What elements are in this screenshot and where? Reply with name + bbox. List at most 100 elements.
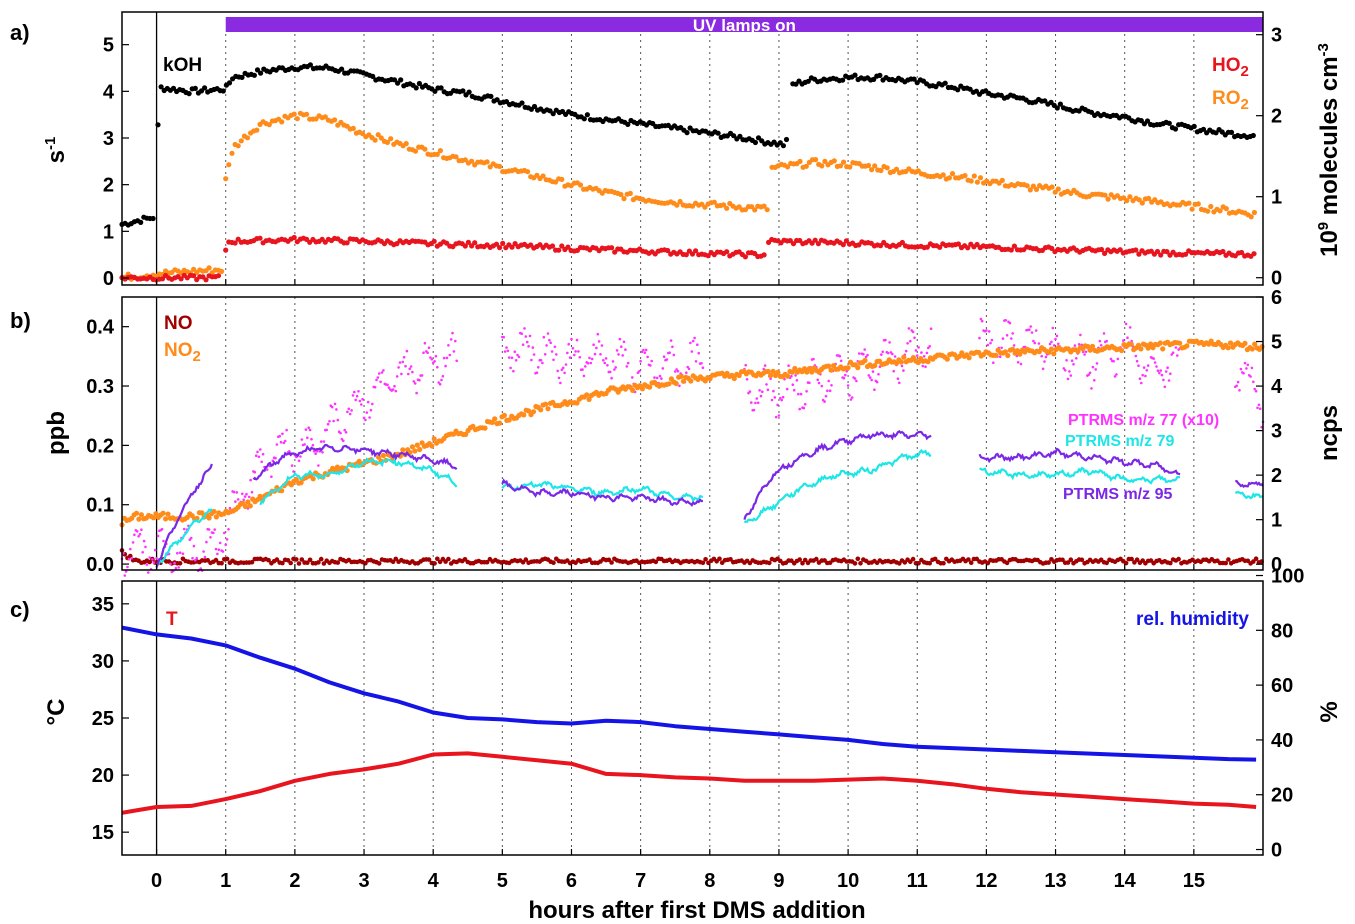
koh-point	[192, 85, 198, 91]
y-tick-label-right: 6	[1271, 287, 1282, 309]
ptrms77-point	[292, 470, 295, 473]
no-point	[1226, 557, 1231, 562]
no-point	[321, 561, 327, 566]
no-point	[1104, 560, 1109, 566]
ptrms77-point	[614, 366, 617, 369]
ptrms77-point	[750, 401, 753, 404]
ptrms77-point	[524, 335, 528, 338]
no2-point	[584, 392, 590, 398]
ptrms77-point	[174, 566, 178, 570]
no2-point	[538, 407, 544, 413]
temperature-line	[121, 751, 1257, 815]
ptrms77-point	[342, 439, 345, 443]
ptrms77-point	[748, 390, 752, 393]
ptrms77-point	[992, 361, 995, 365]
ptrms77-point	[998, 355, 1002, 359]
no2-point	[412, 448, 418, 454]
y-tick-label-right: 2	[1271, 106, 1282, 128]
no2-point	[206, 515, 212, 521]
no-point	[927, 560, 932, 566]
ptrms77-point	[1158, 371, 1161, 375]
ro2-point	[878, 167, 884, 174]
ptrms77-point	[1008, 321, 1012, 325]
ptrms77-point	[1098, 339, 1102, 343]
no2-point	[497, 420, 503, 426]
legend-ptrms-79: PTRMS m/z 79	[1065, 433, 1174, 450]
ptrms77-point	[989, 341, 992, 345]
ptrms77-point	[1040, 354, 1043, 358]
panel-b-label: b)	[10, 308, 31, 333]
ptrms77-point	[673, 370, 677, 373]
no2-point	[1227, 340, 1234, 346]
ptrms77-point	[330, 405, 334, 409]
no2-point	[1010, 346, 1016, 352]
ho2-point	[1183, 251, 1189, 257]
ptrms77-point	[1012, 344, 1016, 347]
ptrms77-point	[387, 386, 391, 389]
no2-point	[831, 363, 837, 369]
ho2-point	[215, 273, 222, 279]
ptrms77-point	[1135, 359, 1139, 363]
ro2-point	[437, 148, 443, 154]
ro2-point	[384, 139, 391, 145]
no2-point	[1017, 351, 1023, 357]
ro2-point	[785, 164, 791, 170]
ptrms77-point	[906, 342, 909, 345]
ptrms77-point	[1256, 406, 1259, 410]
ptrms77-point	[884, 338, 887, 342]
ptrms77-point	[173, 561, 176, 565]
ptrms77-point	[600, 344, 604, 347]
ptrms77-point	[402, 355, 406, 359]
no2-point	[1002, 349, 1009, 355]
no2-point	[247, 503, 253, 509]
ptrms77-point	[1057, 342, 1060, 346]
ro2-point	[1139, 200, 1145, 206]
ptrms77-point	[369, 408, 373, 412]
ptrms77-point	[202, 550, 205, 553]
ho2-point	[291, 234, 297, 241]
ptrms77-point	[929, 327, 933, 331]
koh-point	[737, 133, 743, 139]
no-point	[335, 560, 341, 565]
koh-point	[1228, 129, 1235, 135]
legend-no: NO	[164, 313, 193, 334]
ptrms77-point	[777, 414, 781, 417]
y-tick-label-left: 0.0	[86, 554, 114, 576]
no2-point	[785, 373, 791, 379]
ptrms77-point	[433, 360, 436, 363]
no-point	[376, 561, 382, 566]
x-tick-label: 4	[428, 870, 440, 892]
no-point	[1068, 557, 1074, 562]
ptrms77-point	[1037, 342, 1041, 345]
ro2-point	[949, 171, 956, 177]
koh-point	[186, 91, 192, 97]
ro2-point	[238, 138, 244, 144]
ptrms77-point	[234, 500, 237, 503]
no2-point	[862, 357, 868, 364]
ptrms77-point	[928, 345, 931, 348]
no-point	[700, 560, 706, 566]
ptrms77-point	[415, 391, 418, 395]
no2-point	[1075, 348, 1081, 354]
ptrms77-point	[281, 432, 284, 436]
ptrms77-point	[611, 360, 615, 363]
no-point	[266, 557, 271, 563]
no2-point	[150, 515, 157, 521]
ro2-point	[279, 119, 285, 125]
ptrms77-point	[304, 428, 308, 431]
ro2-point	[1027, 187, 1033, 193]
ro2-point	[291, 111, 297, 117]
ptrms77-point	[1070, 359, 1074, 363]
ho2-point	[500, 240, 506, 246]
y-tick-label-left: 25	[92, 708, 114, 730]
no2-point	[545, 406, 551, 412]
ro2-point	[1055, 186, 1061, 192]
ro2-point	[702, 204, 708, 210]
ptrms77-point	[528, 334, 532, 338]
ptrms77-point	[780, 398, 783, 402]
no-point	[941, 560, 946, 566]
no-point	[609, 560, 614, 565]
ptrms77-point	[436, 365, 439, 369]
ptrms77-point	[1155, 365, 1158, 368]
